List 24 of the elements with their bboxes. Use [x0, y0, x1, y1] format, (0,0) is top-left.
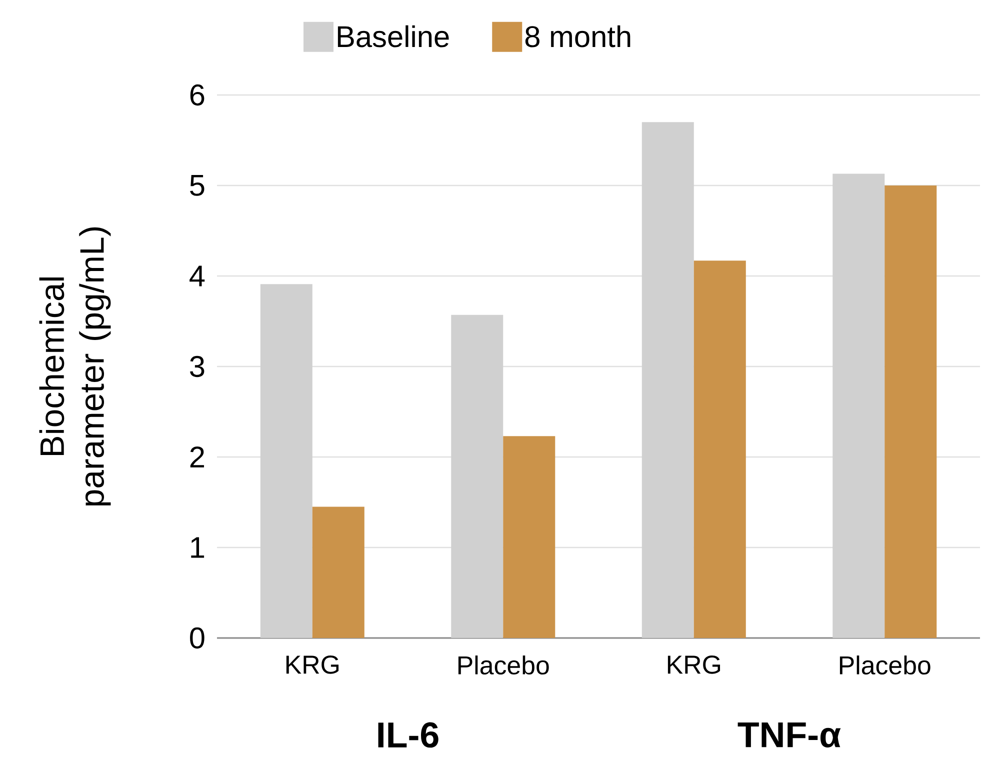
y-tick-label: 5 — [190, 175, 204, 196]
text: IL-6 — [378, 722, 438, 748]
text: TNF-α — [738, 722, 841, 748]
y-axis-title: Biochemical parameter (pg/mL) — [39, 227, 111, 506]
y-tick-label: 2 — [190, 446, 204, 468]
bar — [451, 314, 504, 638]
bar — [832, 174, 885, 638]
bar — [260, 284, 312, 638]
bar — [694, 260, 746, 638]
bar — [642, 122, 694, 638]
y-tick-label: 0 — [190, 627, 204, 649]
x-tick-label: Placebo — [458, 656, 549, 675]
x-tick-label: Placebo — [840, 656, 930, 675]
legend-label: 8 month — [525, 25, 630, 48]
y-tick-label: 4 — [190, 266, 205, 286]
bar — [312, 506, 364, 638]
legend-label: Baseline — [338, 25, 449, 48]
y-tick-label: 3 — [190, 356, 204, 378]
bar — [884, 185, 937, 638]
y-tick-label: 6 — [190, 84, 204, 106]
x-tick-label: KRG — [668, 656, 720, 674]
y-tick-label: 1 — [191, 537, 204, 558]
bar — [503, 436, 556, 638]
x-tick-label: KRG — [286, 656, 339, 674]
